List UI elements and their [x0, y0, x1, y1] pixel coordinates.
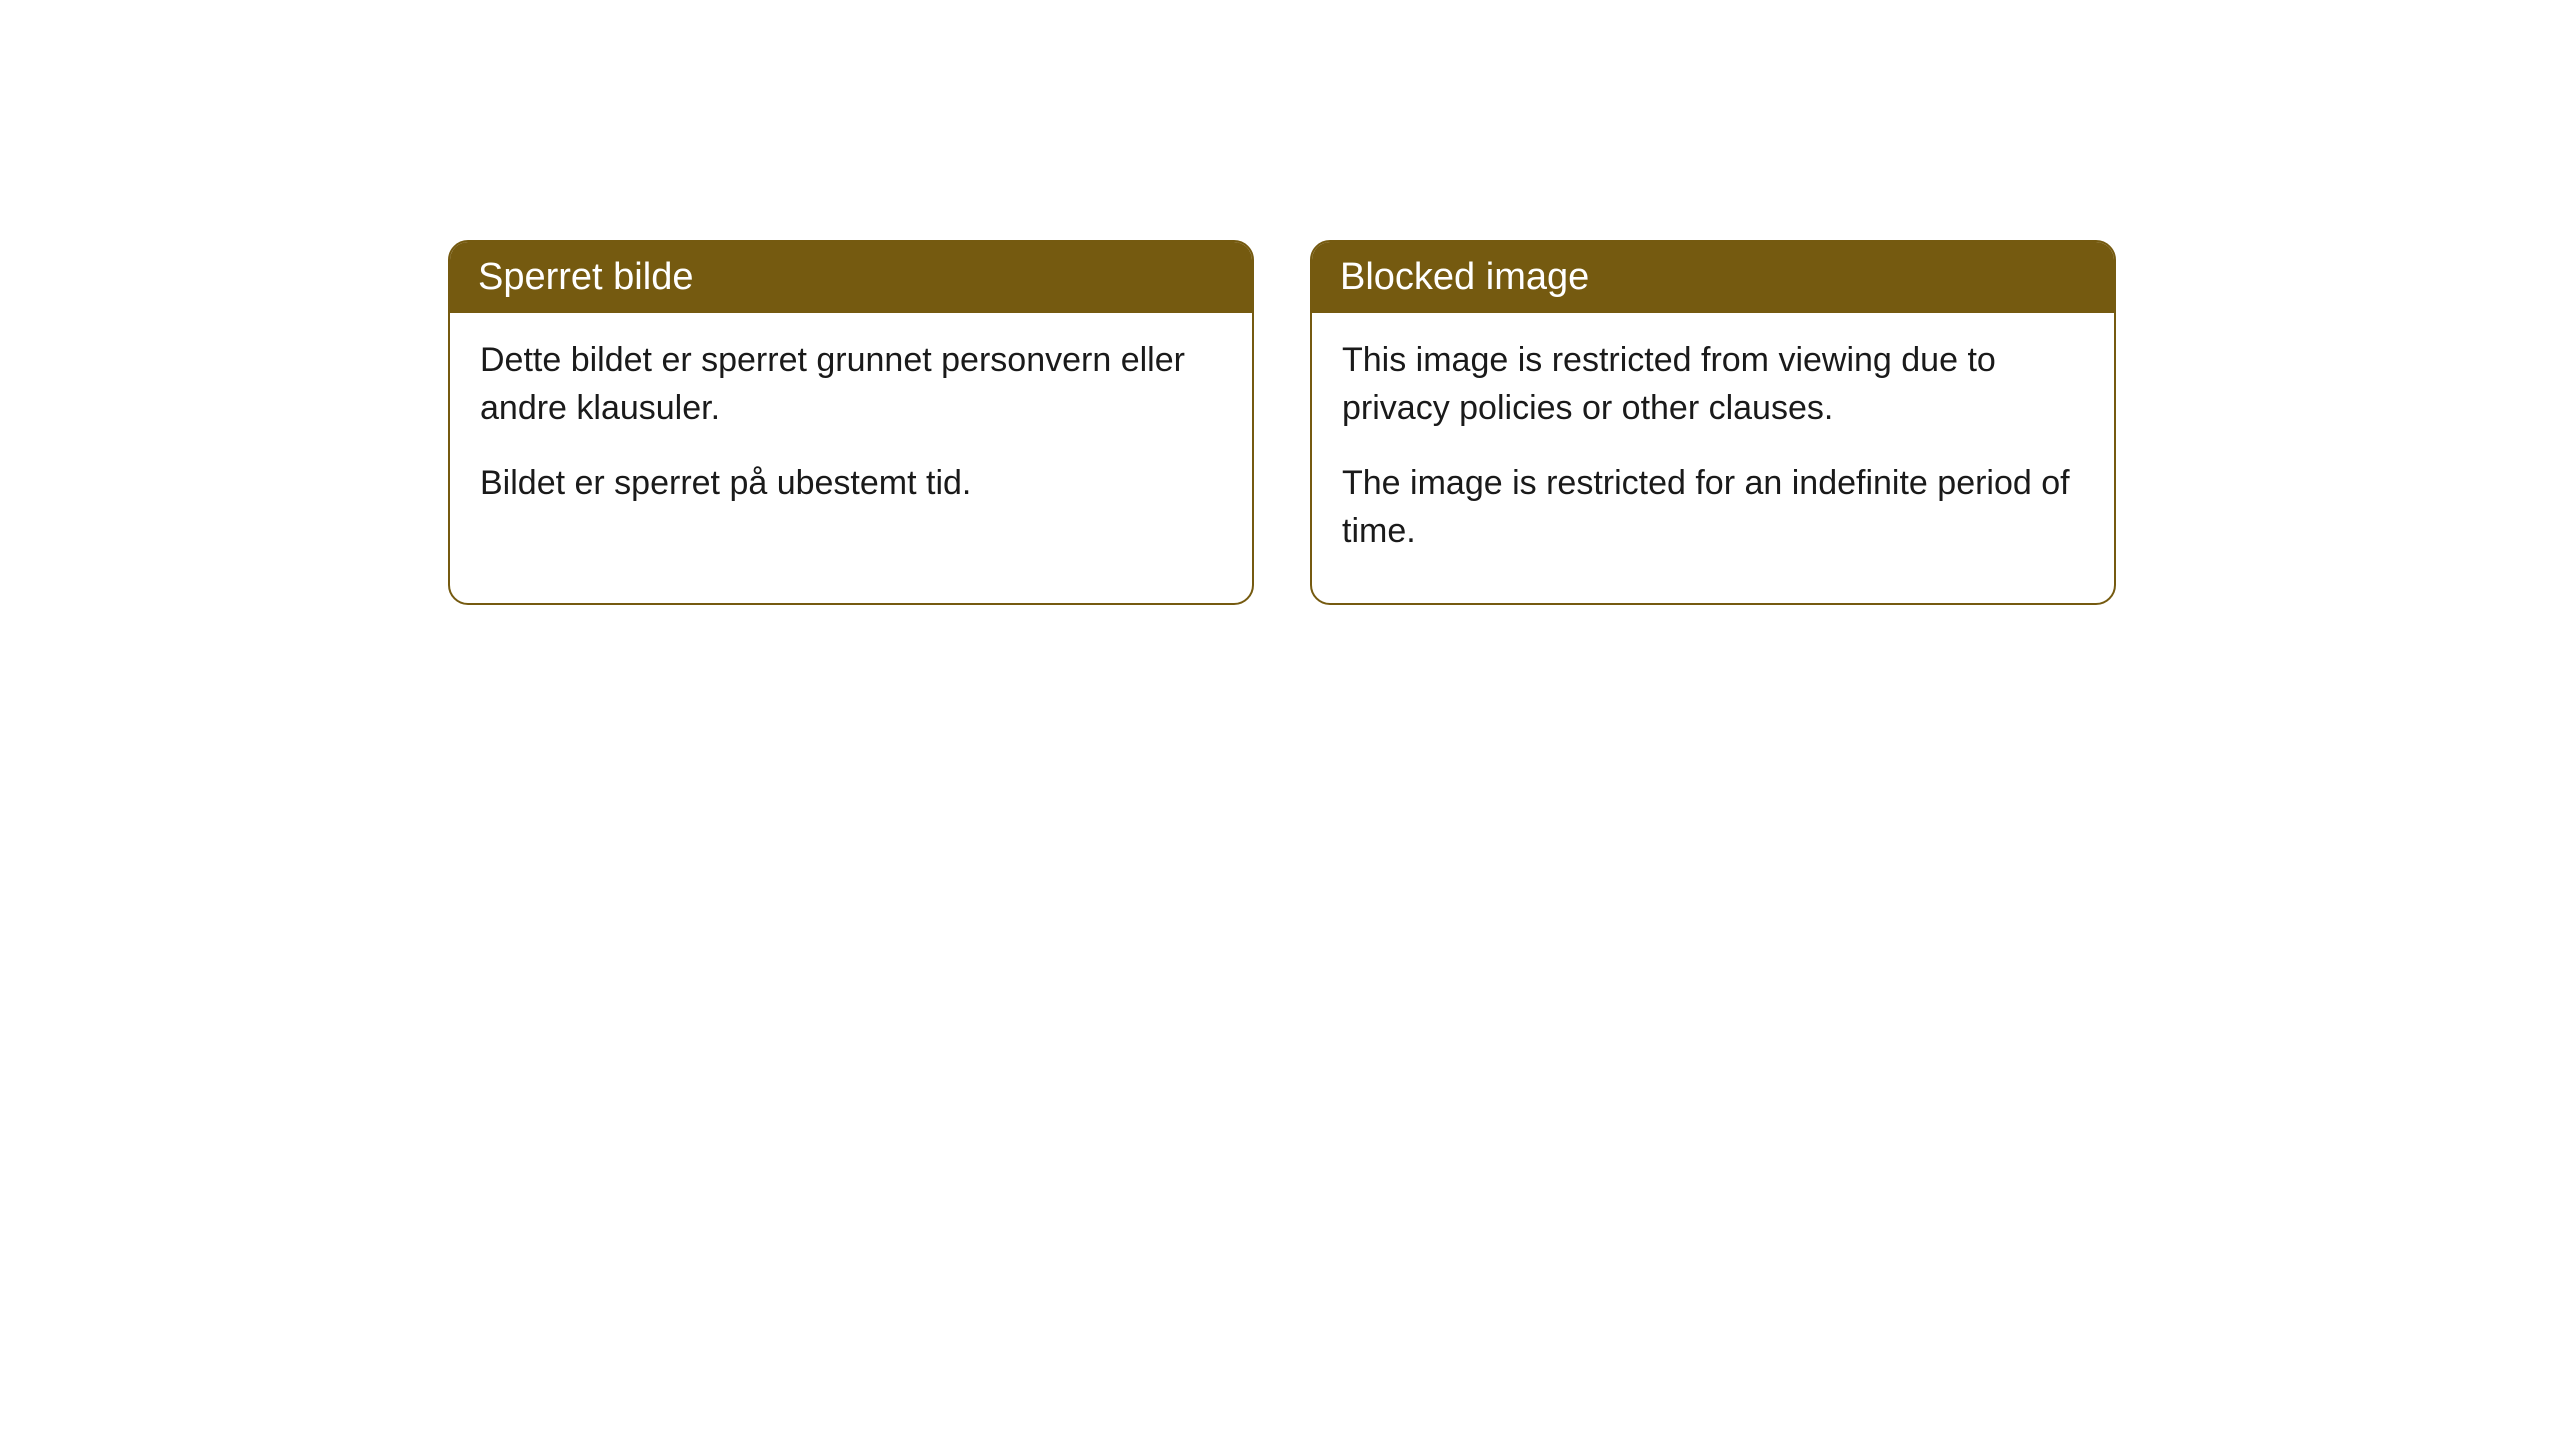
- card-title: Sperret bilde: [478, 256, 693, 298]
- card-body: This image is restricted from viewing du…: [1312, 313, 2114, 603]
- blocked-image-card-norwegian: Sperret bilde Dette bildet er sperret gr…: [448, 240, 1254, 605]
- card-paragraph-2: The image is restricted for an indefinit…: [1342, 460, 2084, 555]
- card-header: Blocked image: [1312, 242, 2114, 313]
- card-title: Blocked image: [1340, 256, 1589, 298]
- card-header: Sperret bilde: [450, 242, 1252, 313]
- card-paragraph-2: Bildet er sperret på ubestemt tid.: [480, 460, 1222, 508]
- blocked-image-card-english: Blocked image This image is restricted f…: [1310, 240, 2116, 605]
- card-paragraph-1: This image is restricted from viewing du…: [1342, 337, 2084, 432]
- card-paragraph-1: Dette bildet er sperret grunnet personve…: [480, 337, 1222, 432]
- card-body: Dette bildet er sperret grunnet personve…: [450, 313, 1252, 556]
- cards-container: Sperret bilde Dette bildet er sperret gr…: [448, 240, 2116, 605]
